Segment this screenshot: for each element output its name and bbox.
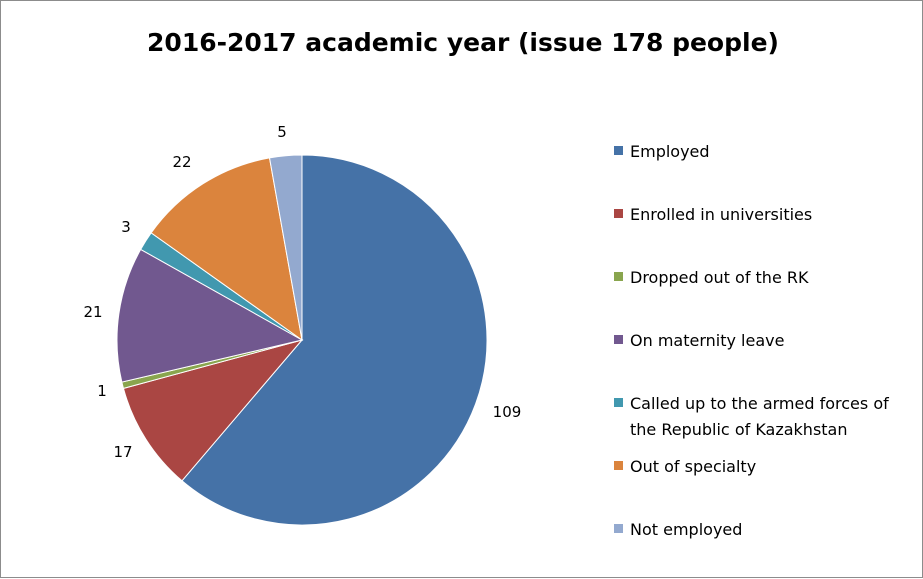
legend-swatch-on-maternity-leave — [614, 335, 623, 344]
pie-slice-enrolled-in-universities — [122, 339, 304, 482]
legend-swatch-out-of-specialty — [614, 461, 623, 470]
legend-swatch-enrolled-in-universities — [614, 209, 623, 218]
data-label-on-maternity-leave: 21 — [83, 303, 102, 321]
legend-swatch-called-up-to-the-armed-forces-of-the-republic-of-kazakhstan — [614, 398, 623, 407]
legend-swatch-employed — [614, 146, 623, 155]
data-label-called-up-to-the-armed-forces-of-the-republic-of-kazakhstan: 3 — [121, 218, 131, 236]
pie-slice-not-employed — [268, 154, 303, 341]
legend-swatch-not-employed — [614, 524, 623, 533]
legend-label-enrolled-in-universities: Enrolled in universities — [630, 205, 812, 224]
data-label-not-employed: 5 — [277, 123, 287, 141]
legend-label-not-employed: Not employed — [630, 520, 742, 539]
legend-label-called-up-to-the-armed-forces-of-the-republic-of-kazakhstan: Called up to the armed forces of the Repu… — [630, 394, 889, 439]
legend-label-out-of-specialty: Out of specialty — [630, 457, 756, 476]
pie-slice-on-maternity-leave — [116, 248, 304, 383]
data-labels: 109 17 1 21 3 22 5 — [83, 123, 521, 461]
legend-label-on-maternity-leave: On maternity leave — [630, 331, 784, 350]
data-label-enrolled-in-universities: 17 — [113, 443, 132, 461]
pie-slices — [116, 154, 488, 526]
legend-label-employed: Employed — [630, 142, 710, 161]
legend-label-dropped-out-of-the-rk: Dropped out of the RK — [630, 268, 809, 287]
data-label-dropped-out-of-the-rk: 1 — [97, 382, 107, 400]
pie-slice-employed — [181, 154, 488, 526]
legend: Employed Enrolled in universities Dropped … — [614, 142, 889, 539]
data-label-employed: 109 — [493, 403, 522, 421]
chart-title: 2016-2017 academic year (issue 178 peopl… — [147, 28, 779, 57]
pie-slice-out-of-specialty — [150, 157, 303, 342]
legend-swatch-dropped-out-of-the-rk — [614, 272, 623, 281]
data-label-out-of-specialty: 22 — [172, 153, 191, 171]
